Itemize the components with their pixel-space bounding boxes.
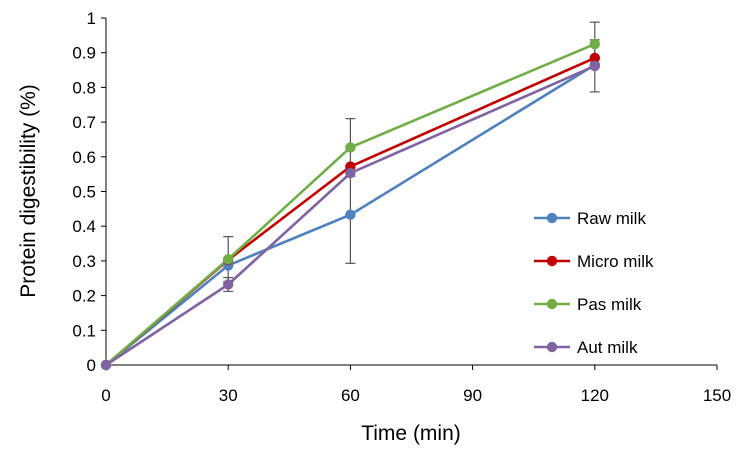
legend-marker — [546, 341, 558, 353]
data-point — [345, 142, 356, 153]
y-tick-label: 1 — [87, 9, 96, 28]
plot-area: 0 0.1 0.2 0.3 0.4 0.5 0.6 0.7 0.8 0.9 1 0 30 60 90 120 1… — [72, 9, 731, 405]
series-line-pas-milk — [105, 42, 596, 366]
y-tick-label: 0.4 — [72, 217, 96, 236]
y-tick-label: 0.5 — [72, 183, 96, 202]
y-axis-title: Protein digestibility (%) — [17, 84, 40, 298]
y-tick-label: 0.6 — [72, 148, 96, 167]
data-point — [345, 167, 356, 179]
x-tick-label: 0 — [101, 386, 110, 405]
y-tick-label: 0.9 — [72, 44, 96, 63]
data-point — [223, 279, 234, 290]
data-point — [589, 38, 600, 50]
legend-label: Aut milk — [577, 338, 638, 357]
legend-label: Pas milk — [577, 295, 642, 314]
y-tick-label: 0.1 — [72, 321, 96, 340]
legend: Raw milk Micro milk Pas milk Aut milk — [534, 209, 654, 357]
data-point — [589, 52, 600, 64]
x-tick-label: 30 — [219, 386, 238, 405]
series-line-raw-milk — [105, 63, 596, 367]
x-tick-label: 60 — [341, 386, 360, 405]
y-tick-label: 0.3 — [72, 252, 96, 271]
x-axis-title: Time (min) — [361, 422, 461, 445]
data-point — [100, 359, 112, 371]
legend-marker — [546, 298, 558, 310]
legend-marker — [546, 255, 558, 267]
data-point — [589, 60, 600, 72]
legend-marker — [546, 212, 558, 224]
y-tick-label: 0.7 — [72, 113, 96, 132]
y-tick-label: 0.2 — [72, 287, 96, 306]
x-tick-label: 150 — [703, 386, 731, 405]
data-point — [345, 209, 356, 220]
y-tick-label: 0 — [87, 356, 96, 375]
data-point — [223, 253, 234, 265]
x-tick-label: 120 — [581, 386, 609, 405]
y-tick-label: 0.8 — [72, 78, 96, 97]
legend-label: Raw milk — [577, 209, 646, 228]
legend-label: Micro milk — [577, 252, 654, 271]
x-tick-label: 90 — [463, 386, 482, 405]
series-line-aut-milk — [105, 64, 596, 367]
